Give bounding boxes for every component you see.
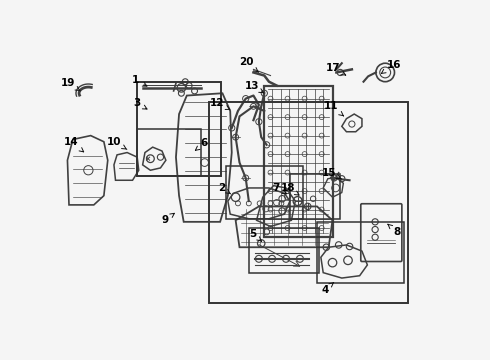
Text: 3: 3	[133, 98, 147, 109]
Text: 18: 18	[281, 183, 299, 195]
Bar	[249, 228, 318, 273]
Bar	[137, 82, 221, 176]
Text: 12: 12	[210, 98, 230, 109]
Text: 17: 17	[326, 63, 346, 75]
Text: 9: 9	[161, 213, 174, 225]
Text: 2: 2	[219, 183, 231, 194]
Text: 6: 6	[196, 138, 208, 150]
Bar	[137, 130, 201, 176]
Text: 20: 20	[239, 58, 258, 72]
Text: 14: 14	[64, 137, 84, 152]
Text: 15: 15	[322, 167, 342, 179]
Text: 13: 13	[245, 81, 264, 93]
Text: 5: 5	[249, 229, 262, 241]
Bar	[290, 174, 340, 219]
Text: 7: 7	[272, 183, 287, 194]
Text: 8: 8	[388, 224, 400, 237]
Text: 1: 1	[131, 75, 147, 86]
Bar	[225, 166, 303, 219]
Text: 10: 10	[107, 137, 127, 149]
Bar	[209, 102, 409, 303]
Text: 19: 19	[61, 78, 80, 91]
Bar	[317, 222, 404, 283]
Text: 11: 11	[324, 101, 343, 116]
Text: 4: 4	[321, 283, 334, 294]
Text: 16: 16	[381, 60, 401, 73]
